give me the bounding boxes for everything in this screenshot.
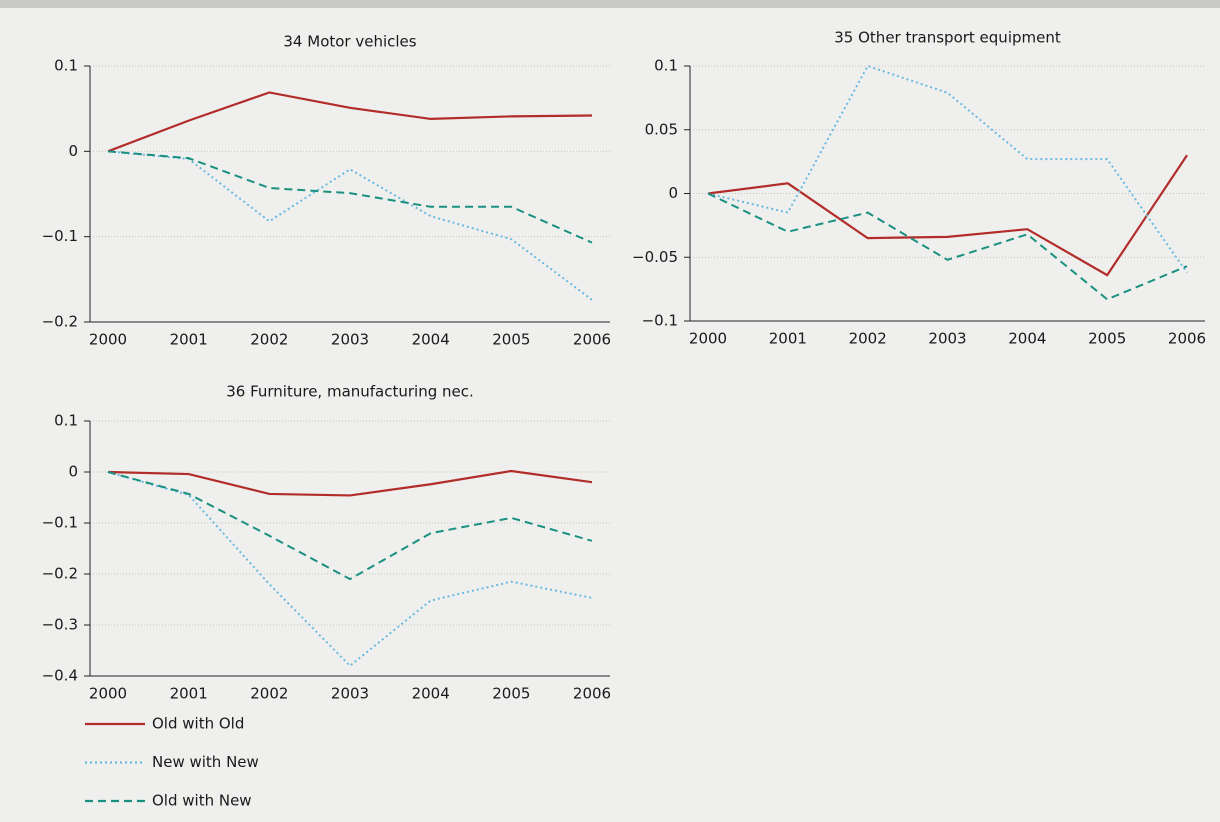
y-tick-label: 0.1 [654,57,678,75]
chart-title: 36 Furniture, manufacturing nec. [226,383,474,401]
chart-title: 35 Other transport equipment [834,29,1061,47]
y-tick-label: −0.1 [642,312,678,330]
x-tick-label: 2006 [573,331,611,349]
legend-label: Old with Old [152,715,244,733]
x-tick-label: 2006 [1168,330,1206,348]
top-strip [0,0,1220,8]
y-tick-label: 0.05 [645,120,678,138]
x-tick-label: 2004 [412,331,450,349]
x-tick-label: 2000 [689,330,727,348]
x-tick-label: 2003 [928,330,966,348]
y-tick-label: 0.1 [54,57,78,75]
y-tick-label: 0 [68,142,78,160]
y-tick-label: 0.1 [54,412,78,430]
x-tick-label: 2001 [170,331,208,349]
x-tick-label: 2002 [849,330,887,348]
x-tick-label: 2003 [331,685,369,703]
x-tick-label: 2000 [89,331,127,349]
y-tick-label: −0.2 [42,313,78,331]
y-tick-label: 0 [68,463,78,481]
series-line [107,150,593,301]
x-tick-label: 2003 [331,331,369,349]
x-tick-label: 2004 [1008,330,1046,348]
y-tick-label: −0.2 [42,565,78,583]
x-tick-label: 2005 [492,685,530,703]
series-line [107,150,593,244]
series-line [107,471,593,581]
y-tick-label: −0.3 [42,616,78,634]
y-tick-label: −0.1 [42,227,78,245]
chart-title: 34 Motor vehicles [283,33,416,51]
x-tick-label: 2002 [250,331,288,349]
x-tick-label: 2006 [573,685,611,703]
x-tick-label: 2000 [89,685,127,703]
y-tick-label: −0.1 [42,514,78,532]
x-tick-label: 2005 [492,331,530,349]
series-line [707,154,1188,277]
x-tick-label: 2002 [250,685,288,703]
series-line [107,91,593,153]
series-line [107,469,593,497]
series-line [707,64,1188,274]
legend-label: Old with New [152,792,252,810]
series-line [107,471,593,668]
x-tick-label: 2001 [170,685,208,703]
y-tick-label: −0.05 [632,248,678,266]
legend-label: New with New [152,753,259,771]
y-tick-label: 0 [668,184,678,202]
x-tick-label: 2004 [412,685,450,703]
series-line [707,192,1188,301]
x-tick-label: 2001 [769,330,807,348]
x-tick-label: 2005 [1088,330,1126,348]
y-tick-label: −0.4 [42,667,78,685]
